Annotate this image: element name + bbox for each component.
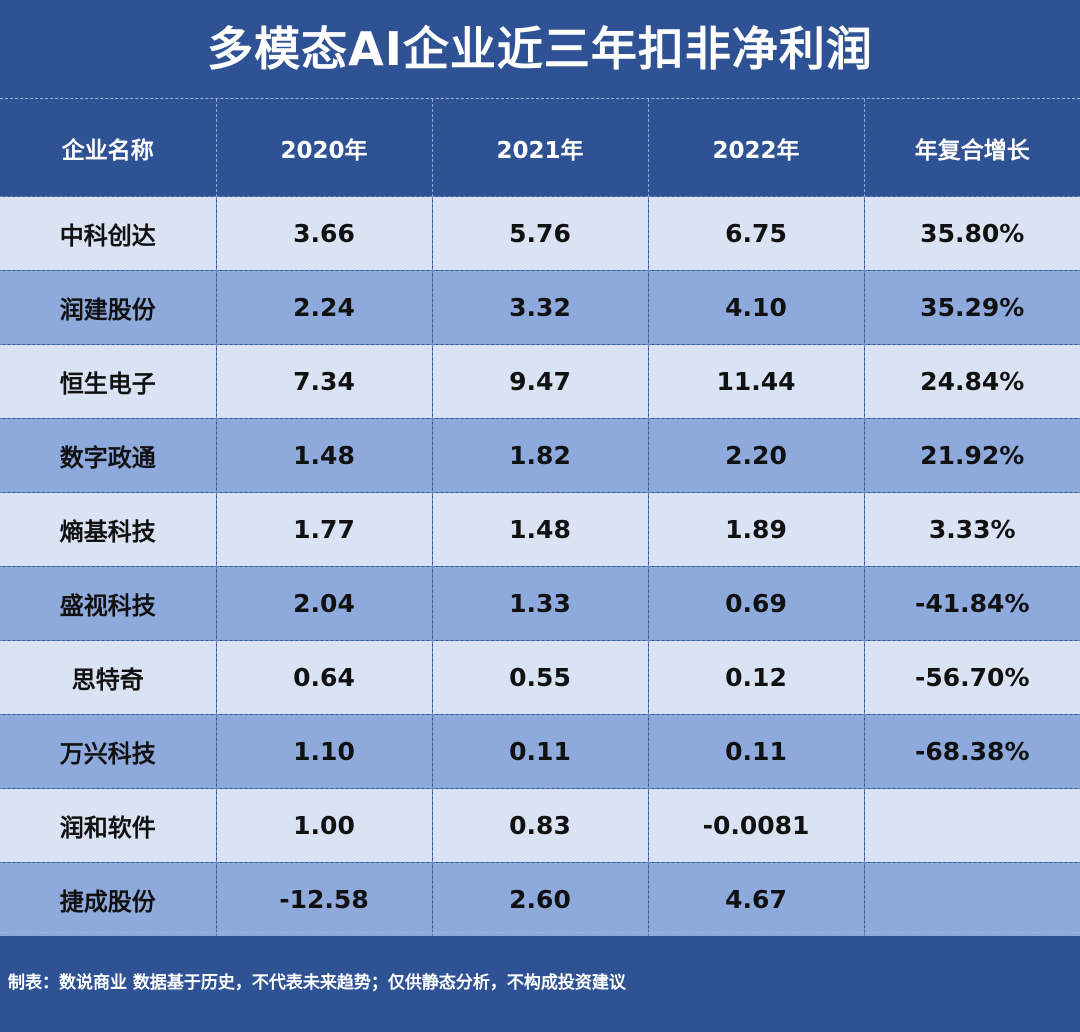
value-cell: -0.0081 [647, 788, 864, 863]
company-name-cell: 熵基科技 [0, 492, 216, 567]
value-cell: 0.11 [431, 714, 648, 789]
value-cell: 1.10 [215, 714, 432, 789]
table-row: 恒生电子 7.34 9.47 11.44 24.84% [0, 344, 1080, 419]
value-cell: -56.70% [863, 640, 1080, 715]
company-name-cell: 万兴科技 [0, 714, 216, 789]
column-header: 年复合增长 [863, 99, 1080, 197]
value-cell: 0.11 [647, 714, 864, 789]
table-row: 中科创达 3.66 5.76 6.75 35.80% [0, 196, 1080, 271]
value-cell: -41.84% [863, 566, 1080, 641]
value-cell: 9.47 [431, 344, 648, 419]
value-cell: 4.10 [647, 270, 864, 345]
value-cell: 6.75 [647, 196, 864, 271]
column-header: 2022年 [647, 99, 864, 197]
value-cell: 1.33 [431, 566, 648, 641]
value-cell: 35.29% [863, 270, 1080, 345]
table-row: 润建股份 2.24 3.32 4.10 35.29% [0, 270, 1080, 345]
value-cell: 7.34 [215, 344, 432, 419]
footer-divider [0, 932, 1080, 933]
value-cell: 0.83 [431, 788, 648, 863]
table-row: 盛视科技 2.04 1.33 0.69 -41.84% [0, 566, 1080, 641]
value-cell: 3.32 [431, 270, 648, 345]
value-cell: 2.04 [215, 566, 432, 641]
value-cell: 35.80% [863, 196, 1080, 271]
value-cell: 0.12 [647, 640, 864, 715]
value-cell: 5.76 [431, 196, 648, 271]
column-header: 2020年 [215, 99, 432, 197]
company-name-cell: 润和软件 [0, 788, 216, 863]
value-cell: 1.77 [215, 492, 432, 567]
table-footer: 制表：数说商业 数据基于历史，不代表未来趋势；仅供静态分析，不构成投资建议 [8, 973, 626, 993]
company-name-cell: 捷成股份 [0, 862, 216, 936]
company-name-cell: 恒生电子 [0, 344, 216, 419]
value-cell: 2.60 [431, 862, 648, 936]
table-row: 捷成股份 -12.58 2.60 4.67 [0, 862, 1080, 936]
value-cell: 21.92% [863, 418, 1080, 493]
title-divider [0, 98, 1080, 99]
table-row: 思特奇 0.64 0.55 0.12 -56.70% [0, 640, 1080, 715]
profit-table: 企业名称 2020年 2021年 2022年 年复合增长 中科创达 3.66 5.7… [0, 99, 1080, 936]
value-cell: 0.64 [215, 640, 432, 715]
value-cell: 4.67 [647, 862, 864, 936]
table-row: 万兴科技 1.10 0.11 0.11 -68.38% [0, 714, 1080, 789]
value-cell: 0.55 [431, 640, 648, 715]
column-header: 企业名称 [0, 99, 216, 197]
column-header: 2021年 [431, 99, 648, 197]
company-name-cell: 数字政通 [0, 418, 216, 493]
header-row: 企业名称 2020年 2021年 2022年 年复合增长 [0, 99, 1080, 197]
value-cell: 1.48 [431, 492, 648, 567]
company-name-cell: 思特奇 [0, 640, 216, 715]
company-name-cell: 盛视科技 [0, 566, 216, 641]
value-cell: 1.89 [647, 492, 864, 567]
value-cell: 3.66 [215, 196, 432, 271]
table-title: 多模态AI企业近三年扣非净利润 [207, 22, 873, 76]
value-cell [863, 862, 1080, 936]
value-cell: -12.58 [215, 862, 432, 936]
value-cell: 11.44 [647, 344, 864, 419]
company-name-cell: 中科创达 [0, 196, 216, 271]
company-name-cell: 润建股份 [0, 270, 216, 345]
table-row: 熵基科技 1.77 1.48 1.89 3.33% [0, 492, 1080, 567]
table-body: 中科创达 3.66 5.76 6.75 35.80% 润建股份 2.24 3.32 4.10 35… [0, 196, 1080, 936]
table-row: 润和软件 1.00 0.83 -0.0081 [0, 788, 1080, 863]
value-cell: 1.82 [431, 418, 648, 493]
value-cell: 2.20 [647, 418, 864, 493]
value-cell: 1.48 [215, 418, 432, 493]
value-cell: 0.69 [647, 566, 864, 641]
value-cell: 1.00 [215, 788, 432, 863]
value-cell: 3.33% [863, 492, 1080, 567]
value-cell: -68.38% [863, 714, 1080, 789]
value-cell: 2.24 [215, 270, 432, 345]
value-cell [863, 788, 1080, 863]
table-row: 数字政通 1.48 1.82 2.20 21.92% [0, 418, 1080, 493]
value-cell: 24.84% [863, 344, 1080, 419]
